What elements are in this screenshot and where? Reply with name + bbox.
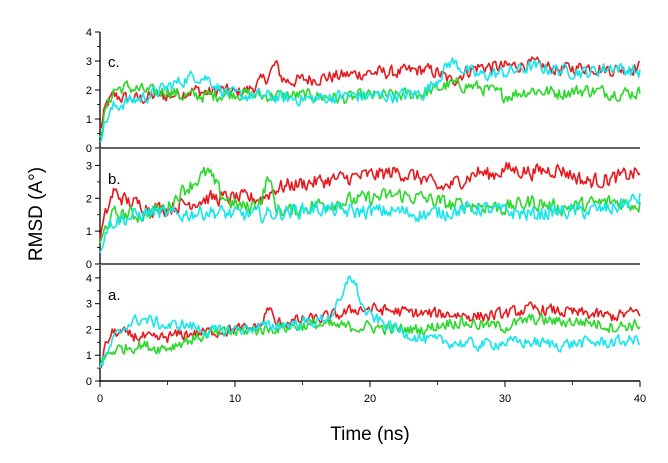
series-line-0: [99, 301, 641, 369]
x-axis-title: Time (ns): [330, 424, 410, 445]
x-tick-label: 30: [499, 393, 511, 405]
y-tick-label: 3: [86, 160, 92, 172]
y-tick-label: 3: [86, 56, 92, 68]
x-tick-label: 20: [364, 393, 376, 405]
x-axis: 0 10 20 30 40: [97, 380, 646, 405]
panel-a: 0 1 2 3 4 a.: [86, 265, 641, 388]
panel-label: a.: [108, 287, 121, 304]
panel-label: b.: [108, 171, 121, 188]
series-line-2: [99, 193, 641, 254]
y-tick-label: 1: [86, 114, 92, 126]
y-tick-label: 0: [86, 376, 92, 388]
series-line-2: [99, 57, 641, 143]
y-tick-label: 3: [86, 299, 92, 311]
x-tick-label: 40: [634, 393, 646, 405]
x-ticks: 0 10 20 30 40: [97, 381, 646, 405]
y-tick-label: 0: [86, 143, 92, 155]
panel-c: 0 1 2 3 4 c.: [86, 27, 641, 155]
series-line-0: [99, 161, 641, 242]
y-tick-label: 2: [86, 193, 92, 205]
series-line-1: [99, 312, 641, 365]
panel-b: 0 1 2 3 b.: [86, 149, 641, 271]
y-axis-title: RMSD (A°): [26, 167, 47, 261]
y-tick-label: 1: [86, 350, 92, 362]
y-tick-label: 4: [86, 273, 92, 285]
chart-panels: 0 1 2 3 4 c. 0 1 2 3 b. 0 1 2 3 4 a.: [86, 27, 641, 388]
panel-label: c.: [108, 54, 120, 71]
y-tick-label: 0: [86, 259, 92, 271]
series-line-0: [99, 56, 641, 130]
y-tick-label: 1: [86, 226, 92, 238]
y-tick-label: 4: [86, 27, 92, 39]
y-tick-label: 2: [86, 85, 92, 97]
x-tick-label: 0: [97, 393, 103, 405]
series-line-2: [99, 275, 641, 369]
x-tick-label: 10: [229, 393, 241, 405]
y-tick-label: 2: [86, 324, 92, 336]
series-line-1: [99, 77, 641, 138]
